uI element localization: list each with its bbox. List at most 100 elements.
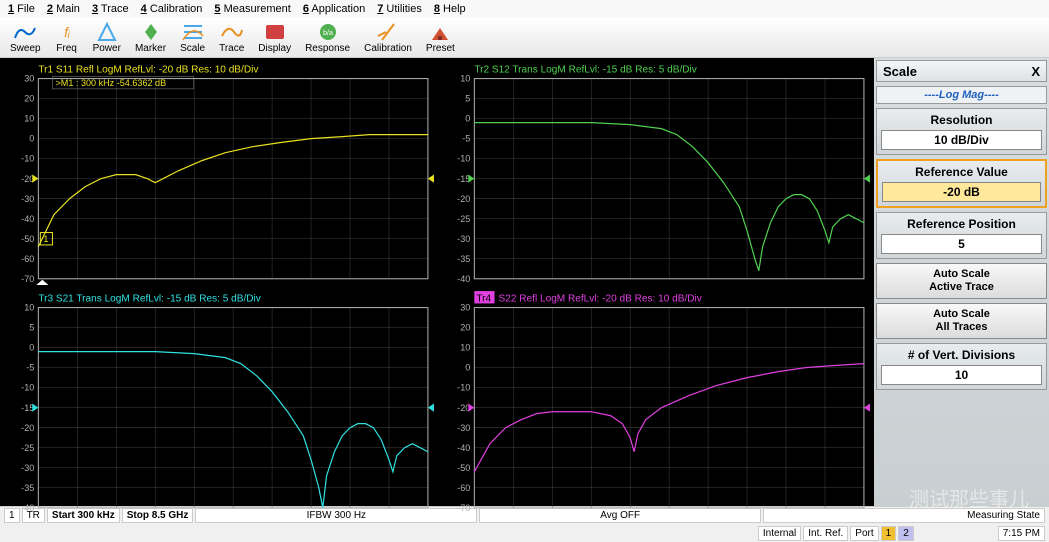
svg-text:-10: -10 [21,383,34,393]
scale-panel-title: Scale [883,64,917,79]
svg-text:-30: -30 [457,234,470,244]
sweep-icon [13,22,37,42]
plot-2[interactable]: -40-35-30-25-20-15-10-50510Tr2 S12 Trans… [438,60,872,287]
svg-text:b/a: b/a [323,30,333,37]
plot-3[interactable]: -40-35-30-25-20-15-10-50510Tr3 S21 Trans… [2,289,436,516]
svg-text:-40: -40 [457,443,470,453]
toolbar-label: Response [305,43,350,54]
scale-panel-header: Scale X [876,60,1047,82]
svg-text:-40: -40 [21,214,34,224]
menu-item[interactable]: 4 Calibration [137,3,207,15]
reference-value-group[interactable]: Reference Value -20 dB [876,159,1047,208]
svg-text:0: 0 [465,363,470,373]
svg-text:0: 0 [29,134,34,144]
svg-text:10: 10 [460,74,470,84]
preset-icon [428,22,452,42]
svg-text:-50: -50 [21,234,34,244]
toolbar-label: Calibration [364,43,412,54]
response-button[interactable]: b/a Response [299,20,356,56]
svg-text:-10: -10 [457,154,470,164]
svg-text:-5: -5 [26,363,34,373]
reference-position-value[interactable]: 5 [881,234,1042,254]
toolbar-label: Sweep [10,43,41,54]
svg-text:Tr2 S12 Trans LogM RefLvl: -1: Tr2 S12 Trans LogM RefLvl: -15 dB Res: 5… [474,64,697,75]
display-button[interactable]: Display [252,20,297,56]
svg-text:-25: -25 [457,214,470,224]
status-intref: Int. Ref. [803,526,848,541]
freq-icon: fᵢ [55,22,79,42]
plot-1[interactable]: -70-60-50-40-30-20-100102030Tr1 S11 Refl… [2,60,436,287]
plot-4[interactable]: -70-60-50-40-30-20-100102030Tr4S22 Refl … [438,289,872,516]
scale-button[interactable]: Scale [174,20,211,56]
toolbar-label: Preset [426,43,455,54]
menu-item[interactable]: 2 Main [43,3,84,15]
svg-text:-40: -40 [21,503,34,513]
svg-text:-30: -30 [457,423,470,433]
status-port-1: 1 [881,526,897,541]
auto-scale-active-button[interactable]: Auto ScaleActive Trace [876,263,1047,299]
menu-item[interactable]: 8 Help [430,3,470,15]
auto-scale-all-button[interactable]: Auto ScaleAll Traces [876,303,1047,339]
trace-icon [220,22,244,42]
svg-text:-50: -50 [457,463,470,473]
svg-text:-10: -10 [21,154,34,164]
vert-divisions-group[interactable]: # of Vert. Divisions 10 [876,343,1047,390]
reference-position-group[interactable]: Reference Position 5 [876,212,1047,259]
calibration-icon [376,22,400,42]
calibration-button[interactable]: Calibration [358,20,418,56]
svg-text:-70: -70 [21,274,34,284]
preset-button[interactable]: Preset [420,20,461,56]
svg-text:1: 1 [43,234,48,244]
svg-text:-40: -40 [457,274,470,284]
marker-button[interactable]: Marker [129,20,172,56]
menu-item[interactable]: 7 Utilities [373,3,426,15]
svg-text:20: 20 [24,94,34,104]
reference-value-value[interactable]: -20 dB [882,182,1041,202]
svg-text:Tr1 S11 Refl LogM RefLvl: -20: Tr1 S11 Refl LogM RefLvl: -20 dB Res: 10… [38,64,259,75]
vert-divisions-value[interactable]: 10 [881,365,1042,385]
svg-text:fᵢ: fᵢ [64,24,70,40]
response-icon: b/a [316,22,340,42]
svg-text:20: 20 [460,323,470,333]
toolbar-label: Freq [56,43,77,54]
scale-icon [181,22,205,42]
svg-text:-20: -20 [21,423,34,433]
svg-text:10: 10 [24,303,34,313]
svg-text:-5: -5 [462,134,470,144]
svg-text:-10: -10 [457,383,470,393]
menu-item[interactable]: 5 Measurement [210,3,294,15]
status-port-label: Port [850,526,878,541]
close-icon[interactable]: X [1031,64,1040,79]
svg-text:Tr4: Tr4 [476,293,491,304]
status-port-2: 2 [898,526,914,541]
resolution-group[interactable]: Resolution 10 dB/Div [876,108,1047,155]
svg-text:S22 Refl LogM RefLvl: -20 dB R: S22 Refl LogM RefLvl: -20 dB Res: 10 dB/… [499,293,703,304]
trace-button[interactable]: Trace [213,20,250,56]
svg-text:-30: -30 [21,463,34,473]
svg-text:-60: -60 [21,254,34,264]
resolution-value[interactable]: 10 dB/Div [881,130,1042,150]
power-button[interactable]: Power [87,20,127,56]
toolbar-label: Power [93,43,121,54]
status-internal: Internal [758,526,801,541]
svg-text:-35: -35 [457,254,470,264]
status-bar-2: Internal Int. Ref. Port 1 2 7:15 PM [0,524,1049,542]
svg-text:30: 30 [460,303,470,313]
marker-icon [139,22,163,42]
menu-item[interactable]: 6 Application [299,3,369,15]
reference-position-label: Reference Position [881,217,1042,231]
menu-item[interactable]: 1 File [4,3,39,15]
power-icon [95,22,119,42]
toolbar: SweepfᵢFreqPowerMarkerScaleTraceDisplayb… [0,18,1049,58]
svg-text:5: 5 [465,94,470,104]
svg-text:-35: -35 [21,483,34,493]
menu-item[interactable]: 3 Trace [88,3,133,15]
freq-button[interactable]: fᵢ Freq [49,20,85,56]
scale-subtitle: ----Log Mag---- [876,86,1047,104]
svg-text:-30: -30 [21,194,34,204]
svg-text:5: 5 [29,323,34,333]
status-time: 7:15 PM [998,526,1045,541]
sweep-button[interactable]: Sweep [4,20,47,56]
toolbar-label: Marker [135,43,166,54]
svg-text:-20: -20 [457,194,470,204]
